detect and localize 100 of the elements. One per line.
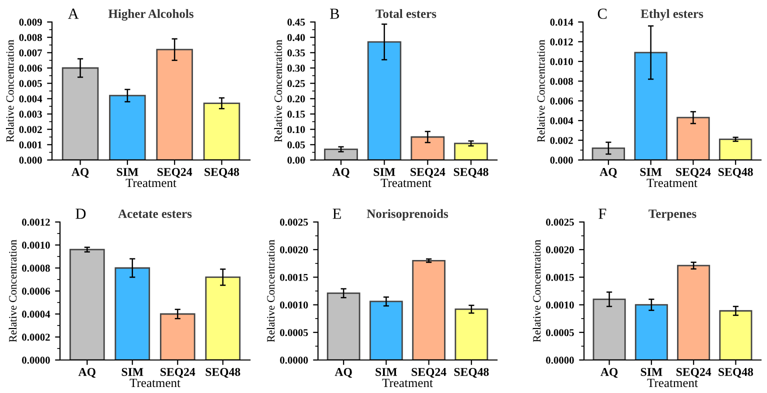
y-tick-label: 0.0004: [22, 310, 50, 318]
y-tick-label: 0.006: [550, 98, 573, 105]
y-tick-label: 0.004: [550, 117, 574, 124]
y-tick-label: 0.0000: [546, 356, 574, 364]
y-tick-label: 0.00: [287, 156, 305, 164]
text: A: [68, 8, 79, 19]
y-tick-label: 0.35: [287, 49, 305, 56]
bar: [410, 136, 445, 160]
x-tick-label: SEQ48: [454, 168, 488, 178]
y-tick-label: 0.0008: [22, 264, 50, 272]
x-tick-label: SEQ48: [718, 168, 753, 178]
bar: [592, 147, 626, 160]
x-tick-label: SEQ24: [157, 168, 192, 178]
y-tick-label: 0.20: [287, 95, 305, 102]
bar: [454, 142, 488, 160]
x-tick-label: AQ: [334, 368, 352, 378]
x-tick-label: SIM: [374, 168, 396, 176]
y-tick-label: 0.0002: [22, 334, 50, 341]
x-axis-title: Treatment: [382, 378, 433, 388]
x-tick-label: SIM: [376, 368, 397, 376]
y-tick-label: 0.008: [19, 34, 42, 42]
bar: [370, 300, 403, 360]
bar: [109, 94, 146, 160]
text: C: [598, 8, 607, 19]
y-tick-label: 0.000: [19, 156, 42, 164]
x-tick-label: SEQ24: [676, 368, 712, 378]
y-tick-label: 0.10: [287, 126, 305, 134]
bar: [412, 260, 446, 360]
bar: [676, 116, 710, 160]
y-axis-title: Relative Concentration: [536, 40, 545, 142]
x-tick-label: SEQ24: [412, 368, 446, 378]
x-tick-label: AQ: [72, 168, 89, 178]
chart-title: Terpenes: [648, 210, 696, 220]
y-axis-title: Relative Concentration: [6, 40, 14, 142]
y-tick-label: 0.0000: [22, 356, 50, 364]
y-tick-label: 0.010: [550, 58, 573, 66]
y-tick-label: 0.0020: [546, 246, 574, 254]
text: F: [598, 208, 606, 219]
y-tick-label: 0.004: [19, 95, 42, 102]
bar: [203, 102, 240, 160]
x-tick-label: SIM: [640, 368, 662, 376]
x-tick-label: SEQ48: [204, 168, 240, 178]
bar: [69, 248, 105, 360]
y-tick-label: 0.0005: [280, 329, 308, 336]
y-tick-label: 0.0025: [546, 218, 574, 226]
y-tick-label: 0.002: [19, 126, 42, 134]
y-tick-label: 0.002: [550, 136, 573, 144]
y-tick-label: 0.000: [550, 156, 573, 164]
y-axis-title: Relative Concentration: [274, 40, 282, 142]
y-tick-label: 0.0010: [280, 301, 308, 309]
x-tick-label: AQ: [600, 168, 617, 178]
bar: [114, 267, 150, 360]
y-tick-label: 0.006: [19, 64, 42, 72]
y-tick-label: 0.007: [19, 49, 42, 56]
y-tick-label: 0.005: [19, 80, 42, 88]
y-tick-label: 0.0015: [546, 274, 574, 281]
y-tick-label: 0.003: [19, 110, 42, 118]
x-axis-title: Treatment: [647, 378, 698, 388]
y-tick-label: 0.0010: [22, 242, 50, 249]
x-tick-label: SEQ48: [718, 368, 754, 378]
bar: [156, 48, 193, 160]
bar: [454, 308, 488, 360]
x-tick-label: AQ: [600, 368, 618, 378]
bar: [677, 264, 710, 360]
bar: [718, 138, 752, 160]
y-tick-label: 0.001: [19, 141, 42, 148]
x-tick-label: SEQ24: [676, 168, 711, 178]
bar: [634, 304, 668, 360]
chart-title: Acetate esters: [118, 210, 192, 218]
bar: [634, 52, 668, 160]
y-tick-label: 0.009: [19, 18, 42, 26]
y-tick-label: 0.0020: [280, 246, 308, 254]
x-tick-label: SIM: [116, 168, 138, 176]
bar: [160, 313, 196, 360]
bar: [367, 41, 402, 160]
x-axis-title: Treatment: [130, 378, 180, 388]
y-tick-label: 0.0015: [280, 274, 308, 281]
y-tick-label: 0.0025: [280, 218, 308, 226]
y-tick-label: 0.014: [550, 18, 574, 26]
y-tick-label: 0.45: [287, 18, 305, 26]
x-tick-label: SIM: [640, 168, 662, 176]
bar: [719, 310, 752, 360]
x-tick-label: SIM: [122, 368, 144, 376]
bar: [62, 67, 99, 160]
x-tick-label: SEQ24: [160, 368, 196, 378]
y-axis-title: Relative Concentration: [266, 240, 275, 342]
y-tick-label: 0.25: [287, 80, 305, 88]
y-tick-label: 0.0012: [22, 218, 50, 226]
y-tick-label: 0.008: [550, 78, 573, 85]
x-axis-title: Treatment: [380, 178, 432, 188]
x-tick-label: SEQ48: [206, 368, 240, 378]
y-axis-title: Relative Concentration: [532, 240, 541, 342]
x-tick-label: SEQ48: [454, 368, 489, 378]
y-tick-label: 0.15: [287, 110, 305, 118]
text: E: [332, 208, 341, 219]
chart-title: Ethyl esters: [640, 9, 704, 21]
text: D: [76, 208, 86, 219]
y-tick-label: 0.0010: [546, 301, 574, 309]
bar: [326, 292, 360, 360]
x-tick-label: AQ: [332, 168, 350, 178]
